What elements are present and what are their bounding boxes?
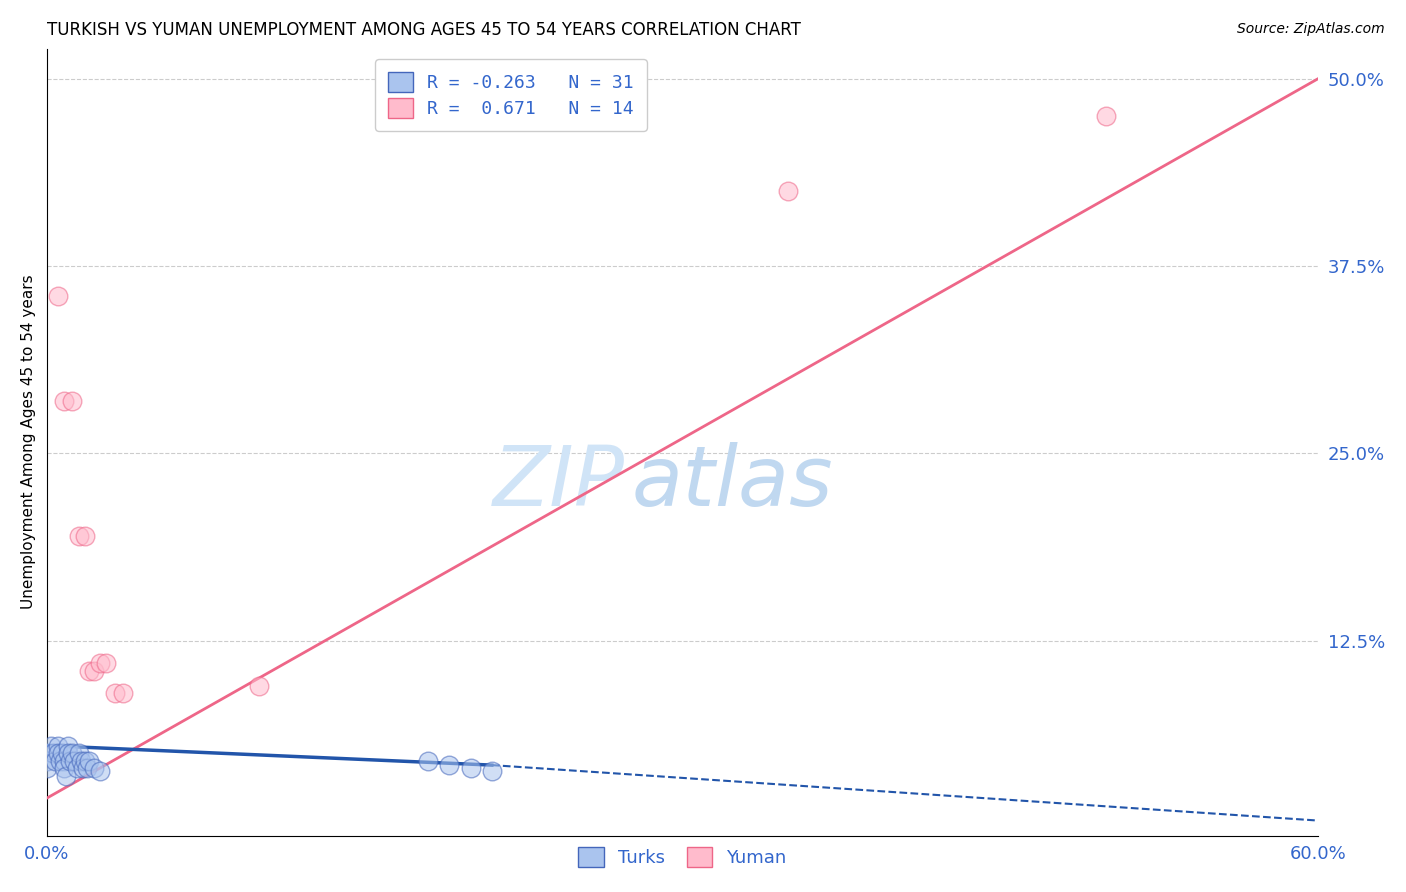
Point: [51, 746, 73, 760]
Point: [89, 656, 111, 670]
Point: [89, 764, 111, 778]
Point: [39, 739, 62, 753]
Point: [96, 656, 118, 670]
Point: [56, 739, 79, 753]
Point: [75, 754, 97, 768]
Text: TURKISH VS YUMAN UNEMPLOYMENT AMONG AGES 45 TO 54 YEARS CORRELATION CHART: TURKISH VS YUMAN UNEMPLOYMENT AMONG AGES…: [46, 21, 801, 39]
Point: [46, 739, 69, 753]
Point: [76, 761, 98, 775]
Point: [52, 761, 75, 775]
Y-axis label: Unemployment Among Ages 45 to 54 years: Unemployment Among Ages 45 to 54 years: [21, 275, 35, 609]
Point: [69, 754, 91, 768]
Point: [65, 761, 87, 775]
Point: [67, 529, 90, 543]
Point: [35, 754, 58, 768]
Point: [75, 529, 97, 543]
Point: [55, 769, 77, 783]
Point: [60, 746, 83, 760]
Point: [48, 754, 70, 768]
Point: [460, 761, 482, 775]
Point: [247, 679, 270, 693]
Point: [44, 754, 66, 768]
Point: [52, 393, 75, 408]
Point: [52, 754, 75, 768]
Point: [104, 686, 127, 700]
Point: [63, 754, 86, 768]
Point: [1095, 109, 1118, 123]
Point: [35, 746, 58, 760]
Point: [46, 289, 69, 303]
Legend: Turks, Yuman: Turks, Yuman: [568, 836, 797, 878]
Point: [72, 761, 94, 775]
Point: [60, 393, 83, 408]
Text: Source: ZipAtlas.com: Source: ZipAtlas.com: [1237, 22, 1385, 37]
Point: [439, 758, 461, 772]
Point: [42, 746, 65, 760]
Point: [481, 764, 503, 778]
Point: [46, 746, 69, 760]
Point: [59, 754, 82, 768]
Point: [56, 746, 79, 760]
Point: [778, 184, 800, 198]
Point: [35, 761, 58, 775]
Text: atlas: atlas: [631, 442, 834, 523]
Point: [83, 664, 105, 678]
Point: [83, 761, 105, 775]
Point: [112, 686, 135, 700]
Point: [67, 746, 90, 760]
Point: [418, 754, 440, 768]
Point: [79, 664, 101, 678]
Text: ZIP: ZIP: [494, 442, 626, 523]
Point: [79, 754, 101, 768]
